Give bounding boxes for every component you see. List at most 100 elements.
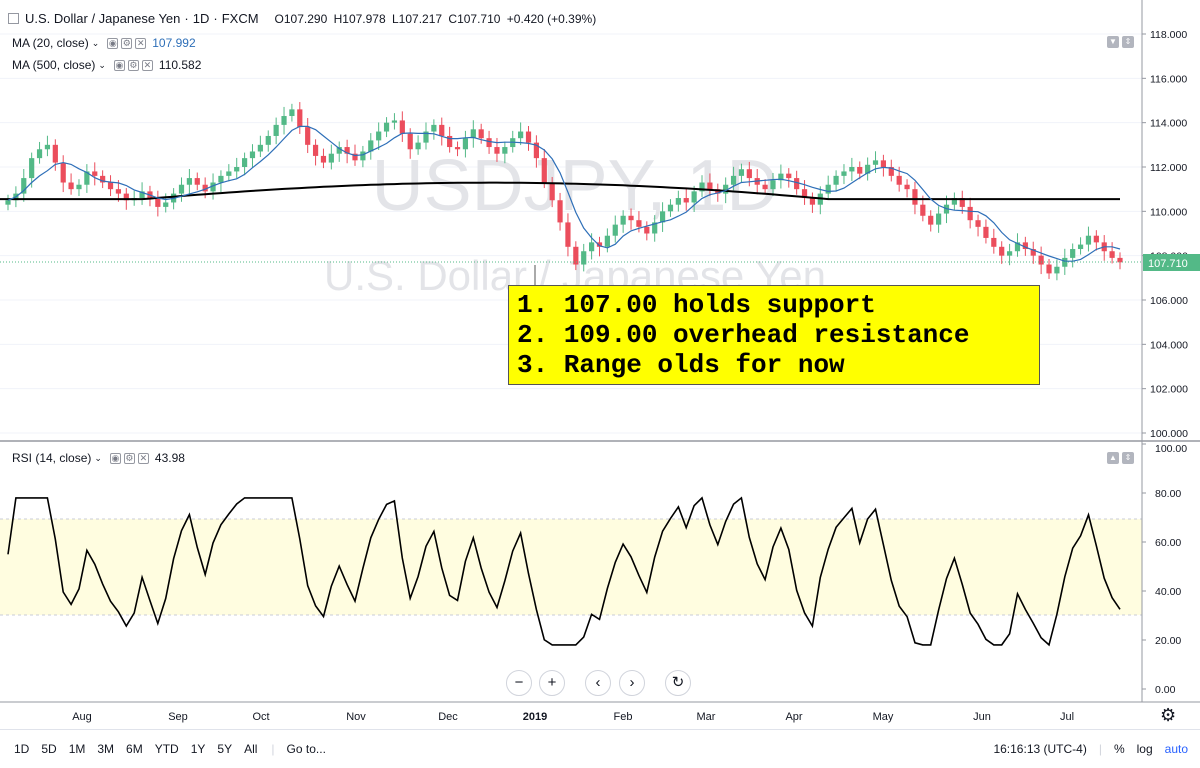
range-all[interactable]: All — [244, 742, 258, 756]
gear-icon[interactable]: ⚙ — [127, 59, 139, 71]
candle-body — [1109, 251, 1115, 258]
time-axis-label: Apr — [785, 711, 802, 723]
ma500-legend[interactable]: MA (500, close) ⌄ ◉ ⚙ ✕ 110.582 — [12, 58, 201, 72]
candle-body — [376, 131, 382, 141]
candle-body — [139, 191, 145, 199]
candle-body — [573, 246, 579, 265]
scroll-right-button[interactable]: › — [619, 670, 645, 696]
ohlc-low: L107.217 — [392, 11, 443, 26]
rsi-axis-label: 60.00 — [1155, 537, 1181, 549]
rsi-axis[interactable]: 100.00 80.00 60.00 40.00 20.00 0.00 — [1142, 443, 1187, 696]
collapse-checkbox-icon[interactable] — [8, 13, 19, 24]
ohlc-high: H107.978 — [333, 11, 386, 26]
candle-body — [454, 147, 461, 150]
close-icon[interactable]: ✕ — [135, 37, 147, 49]
candle-body — [84, 171, 90, 185]
candle-body — [383, 122, 390, 132]
candle-body — [100, 175, 106, 183]
candle-body — [391, 120, 398, 123]
range-1y[interactable]: 1Y — [190, 742, 206, 756]
ma20-legend[interactable]: MA (20, close) ⌄ ◉ ⚙ ✕ 107.992 — [12, 36, 196, 50]
trade-notes-annotation[interactable]: 1. 107.00 holds support 2. 109.00 overhe… — [508, 285, 1040, 385]
rsi-axis-label: 100.00 — [1155, 443, 1187, 455]
candle-body — [265, 135, 271, 145]
pane-collapse-down-icon[interactable]: ▼ — [1107, 36, 1119, 48]
candle-body — [312, 144, 319, 156]
chart-settings-gear-icon[interactable]: ⚙ — [1160, 705, 1177, 725]
candle-body — [328, 153, 334, 163]
candle-body — [1117, 257, 1123, 263]
candle-body — [226, 171, 232, 176]
price-axis-label: 110.000 — [1150, 206, 1187, 218]
gear-icon[interactable]: ⚙ — [121, 37, 133, 49]
range-5d[interactable]: 5D — [41, 742, 57, 756]
chevron-down-icon[interactable]: ⌄ — [98, 59, 106, 70]
range-ytd[interactable]: YTD — [154, 742, 179, 756]
eye-icon[interactable]: ◉ — [107, 37, 119, 49]
rsi-legend[interactable]: RSI (14, close) ⌄ ◉ ⚙ ✕ 43.98 — [12, 451, 185, 465]
range-6m[interactable]: 6M — [126, 742, 143, 756]
pane-collapse-up-icon[interactable]: ▲ — [1107, 452, 1119, 464]
divider: | — [271, 742, 275, 756]
percent-toggle[interactable]: % — [1113, 742, 1125, 756]
time-axis-label: Sep — [168, 711, 188, 723]
symbol-legend[interactable]: U.S. Dollar / Japanese Yen · 1D · FXCM O… — [8, 11, 599, 26]
scroll-left-button[interactable]: ‹ — [585, 670, 611, 696]
current-price-label-bg — [1143, 254, 1200, 271]
candle-body — [549, 182, 555, 201]
clock: 16:16:13 (UTC-4) — [993, 742, 1087, 756]
candle-body — [999, 246, 1005, 256]
zoom-in-button[interactable]: + — [539, 670, 565, 696]
candle-body — [912, 189, 918, 205]
range-1d[interactable]: 1D — [14, 742, 30, 756]
candle-body — [241, 158, 248, 167]
candle-body — [991, 237, 997, 247]
price-axis[interactable]: 118.000116.000114.000112.000110.000108.0… — [1142, 29, 1188, 440]
time-axis-label: Nov — [346, 711, 366, 723]
time-axis-label: Dec — [438, 711, 458, 723]
eye-icon[interactable]: ◉ — [113, 59, 125, 71]
gear-icon[interactable]: ⚙ — [123, 452, 135, 464]
time-axis[interactable]: Aug Sep Oct Nov Dec 2019 Feb Mar Apr May Jun Jul — [72, 711, 1074, 723]
candle-body — [1022, 242, 1028, 250]
candle-body — [163, 202, 169, 207]
goto-button[interactable]: Go to... — [286, 742, 326, 756]
candle-body — [738, 169, 745, 176]
log-toggle[interactable]: log — [1136, 742, 1153, 756]
pane-maximize-icon[interactable]: ⇕ — [1122, 452, 1134, 464]
time-axis-label: Oct — [252, 711, 269, 723]
candle-body — [794, 178, 800, 190]
candle-body — [123, 193, 129, 201]
candle-body — [920, 204, 926, 216]
candle-body — [399, 120, 405, 134]
reset-chart-button[interactable]: ↻ — [665, 670, 691, 696]
candle-body — [849, 167, 855, 172]
chevron-down-icon[interactable]: ⌄ — [94, 452, 102, 463]
divider: | — [1098, 742, 1102, 756]
candle-body — [967, 206, 973, 221]
candle-body — [29, 158, 35, 179]
candle-body — [115, 189, 122, 194]
chevron-down-icon[interactable]: ⌄ — [91, 37, 100, 48]
range-5y[interactable]: 5Y — [217, 742, 233, 756]
range-1m[interactable]: 1M — [68, 742, 86, 756]
candle-body — [699, 182, 705, 192]
rsi-axis-label: 80.00 — [1155, 488, 1181, 500]
auto-toggle[interactable]: auto — [1164, 742, 1188, 756]
chart-canvas[interactable]: USDJPY, 1D U.S. Dollar / Japanese Yen 11… — [0, 0, 1200, 729]
pane-maximize-icon[interactable]: ⇕ — [1122, 36, 1134, 48]
zoom-out-button[interactable]: − — [506, 670, 532, 696]
candle-body — [644, 226, 650, 234]
candle-body — [478, 129, 484, 139]
candle-body — [305, 127, 311, 145]
rsi-axis-label: 40.00 — [1155, 586, 1181, 598]
close-icon[interactable]: ✕ — [137, 452, 149, 464]
price-axis-label: 104.000 — [1150, 339, 1188, 351]
candle-body — [581, 251, 587, 265]
time-axis-label: Feb — [614, 711, 633, 723]
range-3m[interactable]: 3M — [97, 742, 115, 756]
candle-body — [533, 142, 539, 159]
eye-icon[interactable]: ◉ — [109, 452, 121, 464]
close-icon[interactable]: ✕ — [141, 59, 153, 71]
candle-body — [1006, 251, 1013, 256]
